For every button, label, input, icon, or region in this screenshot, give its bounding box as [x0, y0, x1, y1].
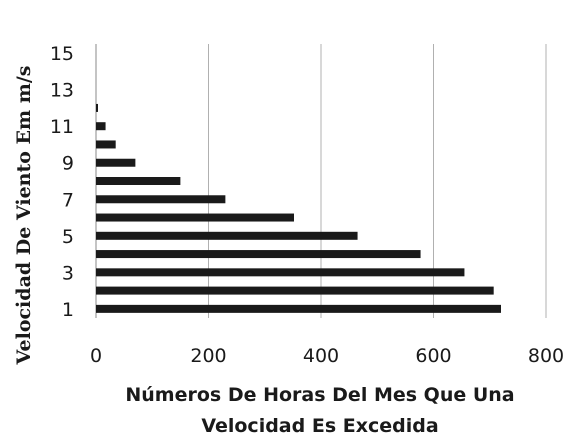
y-tick-label-11: 11 [50, 116, 74, 138]
y-tick-label-3: 3 [62, 262, 74, 284]
bar-11 [96, 122, 106, 131]
bar-7 [96, 195, 226, 204]
y-tick-label-9: 9 [62, 153, 74, 175]
x-tick-label-800: 800 [528, 345, 564, 367]
y-axis-label: Velocidad De Viento Em m/s [13, 66, 35, 366]
y-tick-label-7: 7 [62, 189, 74, 211]
bar-2 [96, 286, 494, 295]
y-tick-label-5: 5 [62, 226, 74, 248]
bars [96, 103, 501, 313]
x-tick-label-0: 0 [90, 345, 102, 367]
bar-9 [96, 158, 136, 167]
y-tick-label-15: 15 [50, 43, 74, 65]
x-axis-label-line-2: Velocidad Es Excedida [201, 415, 438, 437]
bar-4 [96, 250, 421, 259]
bar-8 [96, 177, 181, 185]
x-tick-labels: 0 200 400 600 800 [90, 345, 564, 367]
y-tick-label-1: 1 [62, 299, 74, 321]
bar-12 [96, 103, 98, 112]
x-tick-label-400: 400 [303, 345, 339, 367]
x-tick-label-600: 600 [415, 345, 451, 367]
x-tick-label-200: 200 [190, 345, 226, 367]
y-tick-label-13: 13 [50, 80, 74, 102]
bar-1 [96, 304, 501, 313]
bar-10 [96, 140, 116, 149]
bar-6 [96, 213, 294, 222]
bar-5 [96, 231, 358, 240]
x-axis-label-line-1: Números De Horas Del Mes Que Una [125, 384, 514, 406]
bar-3 [96, 268, 465, 277]
